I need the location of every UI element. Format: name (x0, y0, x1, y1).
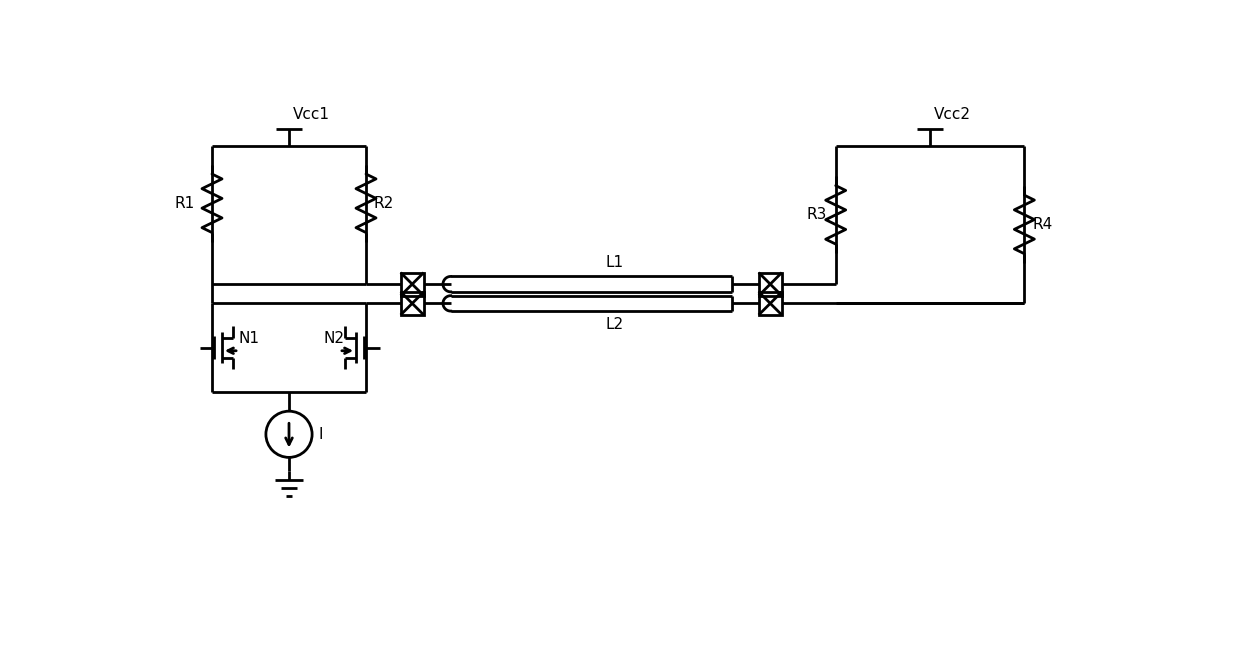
Text: L2: L2 (605, 317, 624, 332)
Text: R2: R2 (373, 196, 394, 211)
Text: Vcc2: Vcc2 (934, 108, 971, 122)
Text: N2: N2 (324, 331, 345, 346)
Bar (401, 272, 424, 295)
Text: L1: L1 (605, 255, 624, 270)
Bar (401, 292, 424, 315)
Text: R4: R4 (1032, 217, 1053, 232)
Text: N1: N1 (239, 331, 260, 346)
Bar (759, 272, 781, 295)
Text: R1: R1 (175, 196, 195, 211)
Bar (759, 292, 781, 315)
Text: Vcc1: Vcc1 (293, 108, 330, 122)
Text: I: I (319, 427, 322, 442)
Text: R3: R3 (806, 208, 826, 222)
